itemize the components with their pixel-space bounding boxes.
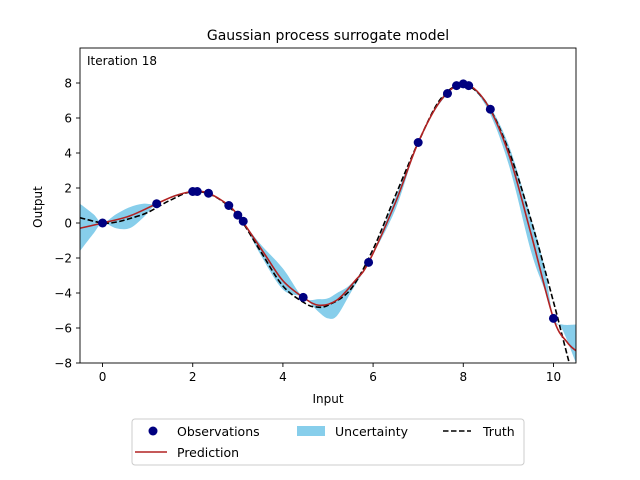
observation-point: [233, 210, 243, 220]
legend-frame: [131, 418, 525, 466]
observation-point: [464, 81, 474, 91]
legend-prediction-label: Prediction: [177, 445, 239, 460]
y-tick-label: 0: [64, 217, 72, 231]
x-tick-label: 8: [459, 370, 467, 384]
observation-point: [452, 81, 462, 91]
y-tick-label: −8: [54, 357, 72, 371]
observation-point: [298, 292, 308, 302]
x-axis-ticks: 0 2 4 6 8 10: [99, 363, 561, 384]
legend-uncertainty-swatch: [297, 426, 325, 436]
observation-point: [364, 257, 374, 267]
y-tick-label: −2: [54, 252, 72, 266]
x-axis-label: Input: [312, 392, 343, 406]
observation-point: [98, 218, 108, 228]
y-tick-label: 6: [64, 112, 72, 126]
x-tick-label: 2: [189, 370, 197, 384]
legend-uncertainty-label: Uncertainty: [335, 424, 409, 439]
observation-point: [238, 216, 248, 226]
y-tick-label: 2: [64, 182, 72, 196]
y-tick-label: 4: [64, 147, 72, 161]
observation-point: [413, 138, 423, 147]
observation-points: [98, 79, 558, 323]
truth-line: [80, 83, 571, 363]
x-tick-label: 10: [546, 370, 561, 384]
legend-observations-marker: [148, 426, 158, 436]
y-tick-label: 8: [64, 77, 72, 91]
iteration-annotation: Iteration 18: [87, 54, 157, 68]
uncertainty-band: [80, 82, 576, 363]
observation-point: [204, 188, 214, 198]
y-tick-label: −6: [54, 322, 72, 336]
chart-title: Gaussian process surrogate model: [207, 28, 449, 44]
legend: Observations Uncertainty Truth Predictio…: [131, 418, 525, 466]
y-axis-label: Output: [31, 186, 45, 228]
legend-observations-label: Observations: [177, 424, 260, 439]
legend-truth-label: Truth: [482, 424, 515, 439]
observation-point: [192, 187, 202, 196]
prediction-line: [80, 83, 576, 352]
x-tick-label: 4: [279, 370, 287, 384]
observation-point: [224, 201, 234, 210]
observation-point: [152, 199, 162, 209]
observation-point: [485, 104, 495, 114]
observation-point: [548, 313, 558, 323]
y-tick-label: −4: [54, 287, 72, 301]
x-tick-label: 0: [99, 370, 107, 384]
observation-point: [442, 89, 452, 98]
x-tick-label: 6: [369, 370, 377, 384]
y-axis-ticks: −8 −6 −4 −2 0 2 4 6 8: [54, 77, 80, 371]
plot-frame: [79, 47, 577, 364]
plot-area: [80, 79, 576, 363]
